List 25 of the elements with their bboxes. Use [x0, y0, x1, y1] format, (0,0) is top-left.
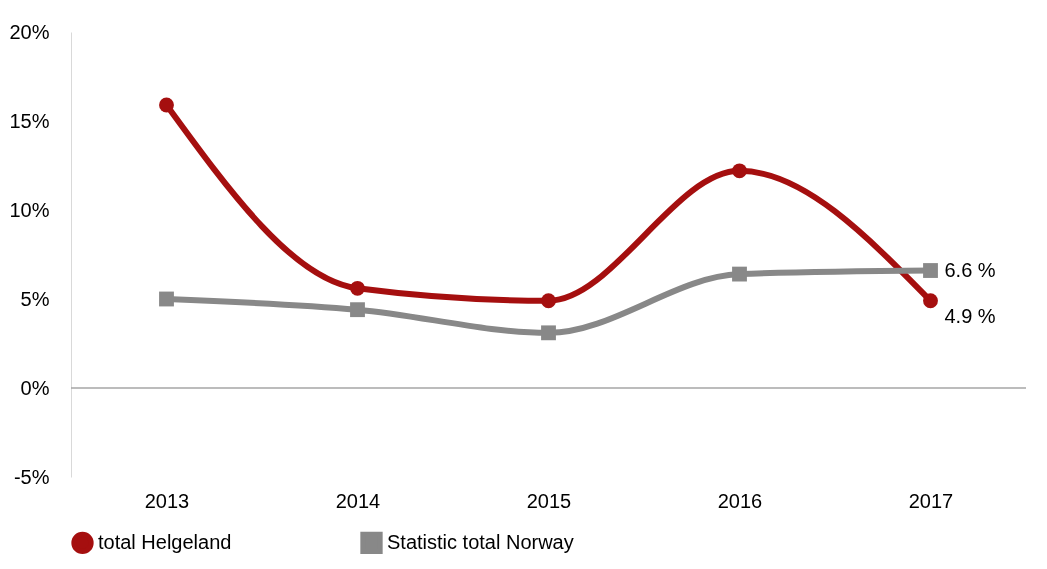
point: [350, 280, 365, 296]
x-tick-label: 2013: [144, 489, 190, 512]
y-tick-label: 10%: [9, 198, 50, 221]
data-label: 6.6 %: [944, 258, 996, 281]
point: [923, 293, 938, 309]
point: [541, 325, 556, 341]
x-tick-label: 2014: [335, 489, 381, 512]
legend-label: total Helgeland: [98, 530, 232, 553]
legend-label: Statistic total Norway: [387, 530, 574, 553]
point: [732, 163, 747, 179]
y-tick-label: 0%: [20, 376, 50, 399]
x-tick-label: 2016: [717, 489, 763, 512]
point: [159, 291, 174, 307]
y-tick-label: -5%: [13, 465, 50, 488]
y-tick-label: 15%: [9, 109, 50, 132]
point: [159, 97, 174, 113]
x-tick-label: 2017: [908, 489, 954, 512]
data-label: 4.9 %: [944, 304, 996, 327]
point: [923, 263, 938, 278]
y-tick-label: 20%: [9, 20, 50, 43]
x-tick-label: 2015: [526, 489, 572, 512]
point: [350, 302, 365, 318]
y-tick-label: 5%: [20, 287, 50, 310]
point: [732, 266, 747, 282]
point: [541, 293, 556, 309]
